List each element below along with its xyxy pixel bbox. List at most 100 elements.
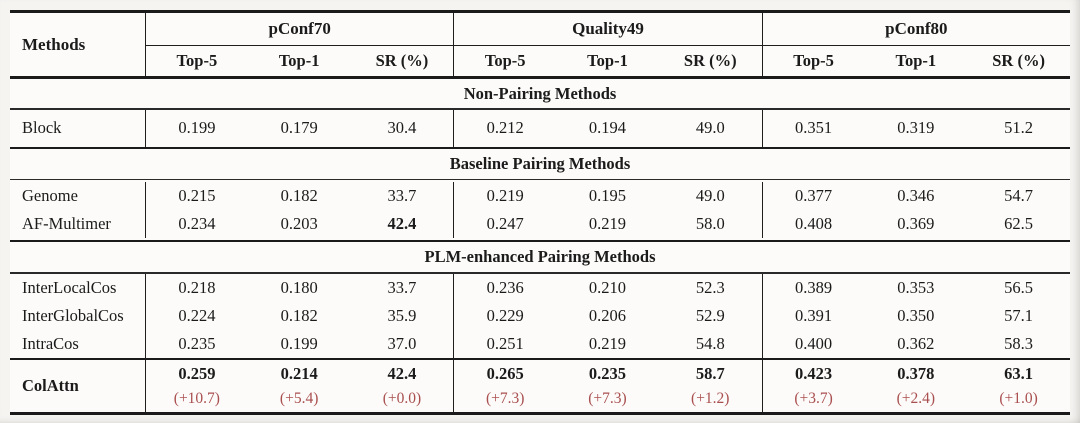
table-row: IntraCos 0.235 0.199 37.0 0.251 0.219 54… bbox=[10, 329, 1070, 358]
subcol-header-sr: SR (%) bbox=[683, 51, 737, 70]
bottom-rule bbox=[10, 411, 1070, 415]
method-name: InterLocalCos bbox=[22, 277, 117, 297]
metric-value: 0.182 bbox=[280, 186, 318, 205]
metric-value: 0.203 bbox=[280, 214, 318, 233]
subcol-header-top5: Top-5 bbox=[761, 46, 865, 76]
metric-value: 0.351 bbox=[761, 109, 865, 147]
group-header-pconf80: pConf80 bbox=[761, 13, 1070, 46]
metric-value-best: 0.214 bbox=[280, 364, 318, 383]
metric-value: 0.346 bbox=[897, 186, 935, 205]
metric-value: 54.8 bbox=[695, 333, 725, 353]
metric-value-best: 0.235 bbox=[588, 364, 627, 383]
metric-cell: 0.423 (+3.7) bbox=[761, 359, 865, 412]
delta-value: (+5.4) bbox=[279, 390, 319, 407]
subcol-header-top5: Top-5 bbox=[453, 46, 556, 76]
metric-value: 0.229 bbox=[453, 301, 556, 330]
metric-value: 0.400 bbox=[761, 329, 865, 358]
section-rule bbox=[10, 146, 1070, 149]
top-rule bbox=[10, 10, 1070, 13]
metric-value: 56.5 bbox=[1004, 277, 1034, 297]
metric-cell: 63.1 (+1.0) bbox=[967, 360, 1070, 412]
metric-value: 52.9 bbox=[695, 305, 725, 325]
method-name: Genome bbox=[22, 186, 78, 205]
table-row: InterLocalCos 0.218 0.180 33.7 0.236 0.2… bbox=[10, 273, 1070, 302]
table-header: Methods pConf70 Quality49 pConf80 Top-5 … bbox=[10, 13, 1070, 76]
metric-value: 0.219 bbox=[588, 214, 627, 233]
metric-value-best: 0.259 bbox=[178, 364, 216, 383]
metric-value: 0.219 bbox=[453, 182, 556, 210]
metric-value: 57.1 bbox=[1004, 305, 1034, 325]
metric-value: 0.180 bbox=[280, 277, 318, 297]
metric-value: 0.194 bbox=[588, 118, 627, 137]
method-name: Block bbox=[22, 118, 62, 137]
section-rule bbox=[10, 272, 1070, 274]
metric-value: 0.391 bbox=[761, 301, 865, 330]
delta-value: (+1.2) bbox=[691, 390, 730, 407]
subcol-header-sr: SR (%) bbox=[992, 51, 1045, 70]
metric-cell: 0.259 (+10.7) bbox=[145, 359, 248, 412]
metric-value: 58.0 bbox=[695, 214, 725, 233]
delta-value: (+0.0) bbox=[382, 390, 422, 407]
metric-value: 58.3 bbox=[1004, 333, 1034, 353]
metric-value: 0.408 bbox=[761, 210, 865, 238]
metric-value-best: 63.1 bbox=[1004, 364, 1034, 383]
section-rule bbox=[10, 240, 1070, 242]
metric-value: 0.389 bbox=[761, 273, 865, 302]
section-rule bbox=[10, 178, 1070, 180]
method-name: InterGlobalCos bbox=[22, 305, 124, 325]
metric-value: 52.3 bbox=[695, 277, 725, 297]
metric-cell: 42.4 (+0.0) bbox=[351, 360, 454, 412]
metric-cell: 0.214 (+5.4) bbox=[248, 360, 351, 412]
method-name: IntraCos bbox=[22, 333, 79, 353]
metric-value: 0.234 bbox=[145, 210, 248, 238]
subcol-header-top5: Top-5 bbox=[145, 46, 248, 76]
methods-column-header: Methods bbox=[22, 34, 86, 54]
table-row: Genome 0.215 0.182 33.7 0.219 0.195 49.0… bbox=[10, 182, 1070, 210]
header-rule bbox=[10, 76, 1070, 79]
metric-cell: 0.235 (+7.3) bbox=[556, 360, 659, 412]
metric-value: 0.199 bbox=[145, 109, 248, 147]
metric-cell: 0.378 (+2.4) bbox=[864, 360, 967, 412]
section-rule bbox=[10, 108, 1070, 110]
metric-value: 30.4 bbox=[387, 118, 417, 137]
method-name: ColAttn bbox=[22, 375, 79, 395]
metric-value: 0.353 bbox=[897, 277, 935, 297]
metric-value: 0.362 bbox=[897, 333, 935, 353]
method-name: AF-Multimer bbox=[22, 214, 111, 233]
metric-value: 35.9 bbox=[387, 305, 417, 325]
delta-value: (+7.3) bbox=[485, 390, 525, 407]
metric-value-best: 0.378 bbox=[897, 364, 935, 383]
metric-value: 0.195 bbox=[588, 186, 627, 205]
section-title: PLM-enhanced Pairing Methods bbox=[424, 247, 656, 266]
metric-value: 0.235 bbox=[145, 329, 248, 358]
metric-value: 37.0 bbox=[387, 333, 417, 353]
metric-cell: 0.265 (+7.3) bbox=[453, 359, 556, 412]
metric-value: 0.247 bbox=[453, 210, 556, 238]
metric-value-best: 0.423 bbox=[794, 364, 833, 383]
metric-value: 33.7 bbox=[387, 186, 417, 205]
metric-value: 62.5 bbox=[1004, 214, 1034, 233]
metric-cell: 58.7 (+1.2) bbox=[659, 360, 762, 412]
metric-value: 0.319 bbox=[897, 118, 935, 137]
metric-value: 0.199 bbox=[280, 333, 318, 353]
metric-value: 0.236 bbox=[453, 273, 556, 302]
metric-value: 0.251 bbox=[453, 329, 556, 358]
delta-value: (+7.3) bbox=[588, 390, 627, 407]
metric-value: 0.206 bbox=[588, 305, 627, 325]
metric-value: 54.7 bbox=[1004, 186, 1034, 205]
metric-value-best: 58.7 bbox=[695, 364, 725, 383]
section-rule bbox=[10, 357, 1070, 360]
group-header-pconf70: pConf70 bbox=[145, 13, 454, 46]
section-title: Baseline Pairing Methods bbox=[449, 153, 631, 173]
metric-value: 49.0 bbox=[695, 118, 725, 137]
table-row: AF-Multimer 0.234 0.203 42.4 0.247 0.219… bbox=[10, 210, 1070, 238]
metric-value-best: 42.4 bbox=[387, 364, 417, 383]
subcol-header-top1: Top-1 bbox=[895, 51, 937, 70]
metric-value: 0.215 bbox=[145, 182, 248, 210]
metric-value: 0.350 bbox=[897, 305, 935, 325]
metric-value: 0.219 bbox=[588, 333, 627, 353]
delta-value: (+10.7) bbox=[173, 390, 220, 407]
metric-value-best: 42.4 bbox=[387, 214, 417, 233]
metric-value: 49.0 bbox=[695, 186, 725, 205]
